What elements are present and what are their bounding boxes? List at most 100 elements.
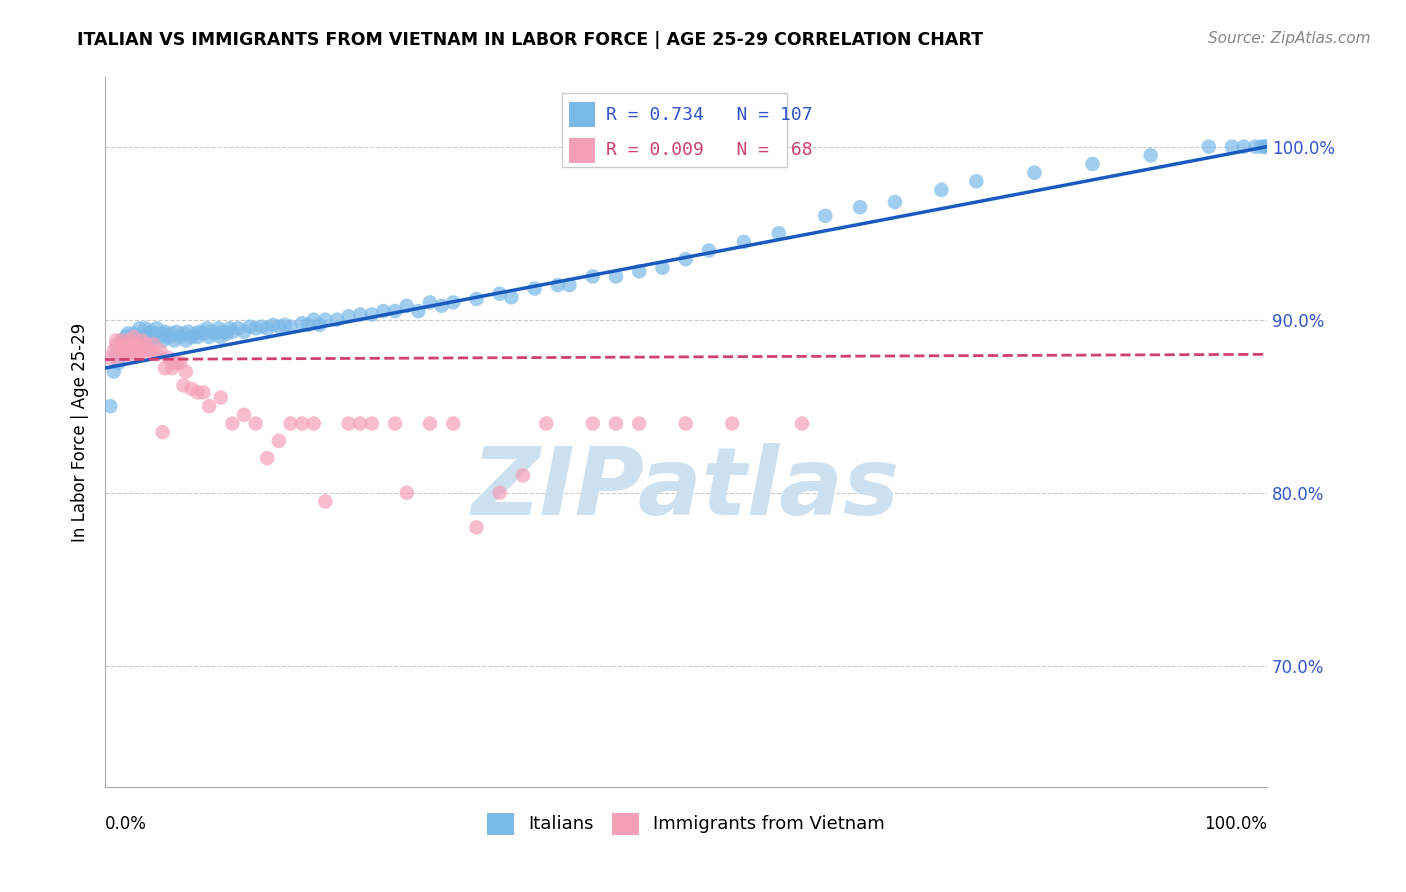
Point	[122, 326, 145, 341]
Point	[128, 339, 150, 353]
Point	[153, 361, 176, 376]
Point	[534, 417, 557, 431]
Point	[280, 319, 302, 334]
Point	[152, 326, 174, 341]
Point	[114, 337, 136, 351]
Point	[1250, 139, 1272, 153]
Y-axis label: In Labor Force | Age 25-29: In Labor Force | Age 25-29	[72, 323, 89, 541]
Point	[193, 385, 215, 400]
Point	[117, 339, 139, 353]
Point	[111, 334, 134, 348]
Point	[111, 334, 134, 348]
Point	[212, 325, 235, 339]
Point	[326, 312, 349, 326]
Point	[131, 334, 153, 348]
Point	[605, 417, 627, 431]
Point	[441, 295, 464, 310]
Point	[128, 337, 150, 351]
Point	[184, 326, 207, 341]
Point	[142, 330, 165, 344]
Point	[488, 485, 510, 500]
Point	[105, 334, 128, 348]
Point	[204, 326, 226, 341]
Point	[262, 318, 284, 332]
Point	[107, 356, 129, 370]
Point	[501, 290, 523, 304]
Text: R = 0.009   N =  68: R = 0.009 N = 68	[606, 141, 813, 160]
Point	[193, 326, 215, 341]
Point	[103, 365, 125, 379]
Point	[146, 347, 169, 361]
Point	[128, 347, 150, 361]
Point	[221, 417, 243, 431]
Point	[1253, 139, 1275, 153]
Point	[1198, 139, 1220, 153]
Point	[120, 347, 142, 361]
Point	[149, 330, 172, 344]
Point	[267, 434, 290, 448]
Point	[1233, 139, 1256, 153]
Point	[291, 316, 314, 330]
Point	[419, 417, 441, 431]
Point	[160, 326, 183, 341]
Point	[134, 330, 156, 344]
Point	[117, 347, 139, 361]
Point	[128, 321, 150, 335]
Point	[337, 310, 360, 324]
Point	[465, 520, 488, 534]
Point	[233, 325, 256, 339]
Point	[1244, 139, 1267, 153]
Point	[117, 343, 139, 358]
Text: Source: ZipAtlas.com: Source: ZipAtlas.com	[1208, 31, 1371, 46]
Point	[297, 318, 319, 332]
Point	[103, 343, 125, 358]
Text: 100.0%: 100.0%	[1204, 815, 1267, 833]
Point	[125, 334, 148, 348]
Point	[122, 334, 145, 348]
Point	[965, 174, 987, 188]
Point	[180, 330, 202, 344]
Point	[122, 337, 145, 351]
Point	[195, 321, 218, 335]
Point	[114, 330, 136, 344]
Point	[98, 399, 121, 413]
Point	[107, 351, 129, 365]
Point	[239, 319, 262, 334]
Point	[138, 343, 160, 358]
Point	[145, 326, 167, 341]
Text: ZIPatlas: ZIPatlas	[471, 443, 900, 535]
Point	[675, 252, 697, 267]
Point	[1024, 166, 1046, 180]
Point	[384, 417, 406, 431]
Point	[651, 260, 673, 275]
Point	[186, 330, 208, 344]
Point	[105, 339, 128, 353]
Point	[605, 269, 627, 284]
Point	[198, 399, 221, 413]
Legend: Italians, Immigrants from Vietnam: Italians, Immigrants from Vietnam	[479, 805, 893, 842]
Point	[166, 325, 188, 339]
Point	[349, 308, 371, 322]
Point	[849, 200, 872, 214]
Point	[1256, 139, 1278, 153]
Point	[157, 351, 180, 365]
Point	[582, 269, 605, 284]
Point	[98, 351, 121, 365]
Point	[884, 194, 907, 209]
Point	[166, 356, 188, 370]
Point	[180, 382, 202, 396]
Point	[131, 343, 153, 358]
Point	[1220, 139, 1243, 153]
Text: R = 0.734   N = 107: R = 0.734 N = 107	[606, 105, 813, 124]
Point	[308, 318, 330, 332]
Point	[114, 343, 136, 358]
Point	[221, 325, 243, 339]
Point	[198, 330, 221, 344]
Point	[267, 319, 290, 334]
Point	[209, 391, 232, 405]
Point	[360, 417, 382, 431]
Point	[302, 417, 325, 431]
Point	[157, 330, 180, 344]
Point	[188, 325, 211, 339]
Point	[134, 321, 156, 335]
